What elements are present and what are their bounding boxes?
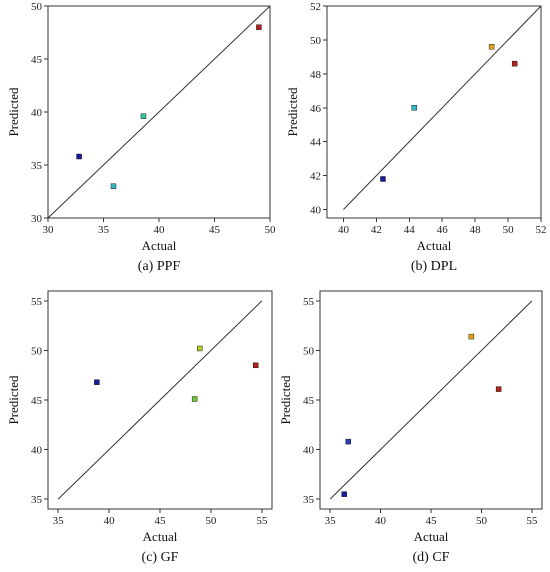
panel-caption: (c) GF: [142, 550, 179, 565]
y-tick-label: 48: [310, 69, 322, 81]
x-tick-label: 52: [536, 224, 547, 236]
x-axis-title: Actual: [417, 238, 452, 253]
reference-line: [329, 300, 533, 500]
x-tick-label: 35: [53, 515, 65, 527]
x-tick-label: 45: [209, 224, 221, 236]
y-tick-label: 30: [31, 213, 43, 225]
y-tick-label: 46: [310, 103, 322, 115]
data-point-4: [256, 24, 262, 30]
y-tick-label: 55: [31, 296, 43, 308]
data-point-3: [140, 113, 147, 119]
y-tick-label: 45: [303, 395, 315, 407]
y-tick-label: 45: [31, 395, 43, 407]
x-tick-label: 45: [426, 515, 438, 527]
data-point-2: [345, 438, 351, 445]
x-tick-label: 30: [43, 224, 55, 236]
y-axis-title: Predicted: [278, 375, 293, 425]
scatter-panel-4: 35 40 45 50 55 35 40 45 50 55 Actual Predicted (d) C…: [278, 290, 543, 565]
y-tick-label: 42: [310, 171, 321, 183]
x-tick-label: 55: [526, 515, 538, 527]
x-tick-label: 42: [371, 224, 382, 236]
reference-line: [47, 5, 271, 219]
x-axis-title: Actual: [414, 529, 449, 544]
data-point-3: [468, 333, 475, 340]
scatter-panel-1: 30 35 40 45 50 30 35 40 45 50 Actual Predicted (a) P…: [6, 1, 276, 274]
x-tick-label: 45: [155, 515, 167, 527]
x-tick-label: 48: [470, 224, 482, 236]
panel-caption: (a) PPF: [138, 259, 181, 274]
y-tick-label: 52: [310, 1, 321, 13]
x-tick-label: 50: [265, 224, 277, 236]
data-point-1: [94, 379, 100, 385]
y-tick-label: 40: [310, 205, 322, 217]
y-tick-label: 50: [310, 35, 322, 47]
y-axis-title: Predicted: [285, 87, 300, 137]
data-point-1: [341, 491, 347, 497]
panel-caption: (b) DPL: [411, 259, 457, 274]
plot-frame: [326, 5, 542, 219]
data-point-4: [495, 386, 502, 392]
y-tick-label: 45: [31, 54, 43, 66]
data-point-3: [488, 44, 495, 50]
x-tick-label: 55: [256, 515, 268, 527]
data-point-1: [380, 176, 386, 182]
x-tick-label: 40: [104, 515, 116, 527]
x-tick-label: 46: [437, 224, 449, 236]
x-tick-label: 35: [325, 515, 337, 527]
scatter-panel-2: 40 42 44 46 48 50 52 40 42 44 46 48 50 52 Actual Predic…: [285, 1, 547, 274]
y-tick-label: 55: [303, 296, 315, 308]
x-axis-title: Actual: [142, 238, 177, 253]
data-point-1: [76, 153, 82, 160]
x-tick-label: 44: [404, 224, 416, 236]
x-tick-label: 50: [503, 224, 515, 236]
y-tick-label: 44: [310, 137, 322, 149]
y-tick-label: 40: [31, 107, 43, 119]
data-point-3: [197, 345, 203, 352]
reference-line: [343, 5, 542, 210]
y-tick-label: 40: [303, 445, 315, 457]
x-tick-label: 40: [154, 224, 166, 236]
data-point-2: [110, 183, 117, 189]
data-point-4: [253, 362, 259, 369]
y-tick-label: 50: [303, 345, 315, 357]
y-tick-label: 50: [31, 1, 43, 13]
y-axis-title: Predicted: [6, 87, 21, 137]
x-tick-label: 50: [476, 515, 488, 527]
x-tick-label: 40: [338, 224, 350, 236]
x-axis-title: Actual: [143, 529, 178, 544]
y-tick-label: 35: [31, 160, 43, 172]
data-point-2: [191, 396, 198, 402]
panel-caption: (d) CF: [413, 550, 450, 565]
data-point-2: [411, 105, 417, 111]
x-tick-label: 50: [205, 515, 217, 527]
y-tick-label: 35: [31, 494, 43, 506]
y-tick-label: 40: [31, 445, 43, 457]
y-tick-label: 35: [303, 494, 315, 506]
y-tick-label: 50: [31, 345, 43, 357]
x-tick-label: 40: [375, 515, 387, 527]
data-point-4: [511, 60, 518, 67]
x-tick-label: 35: [98, 224, 110, 236]
reference-line: [57, 300, 263, 500]
y-axis-title: Predicted: [6, 375, 21, 425]
scatter-panel-3: 35 40 45 50 55 35 40 45 50 55 Actual Predicted (c) G…: [6, 290, 273, 565]
